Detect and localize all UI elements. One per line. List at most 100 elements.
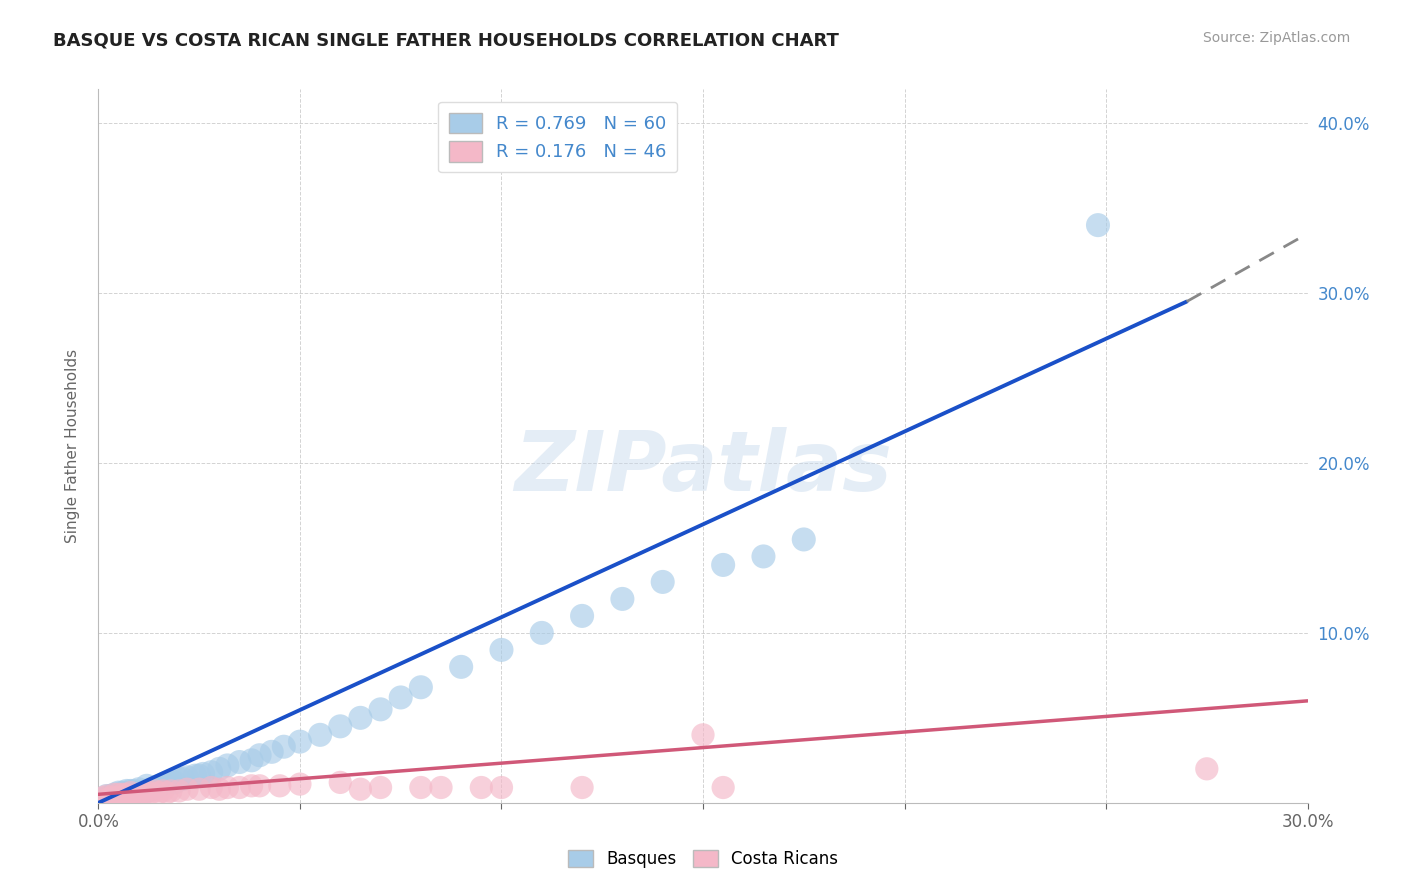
Point — [148, 779, 170, 793]
Point — [120, 789, 142, 803]
Point — [111, 789, 134, 803]
Point — [100, 792, 122, 806]
Point — [288, 734, 311, 748]
Point — [752, 549, 775, 564]
Point — [217, 758, 239, 772]
Point — [115, 790, 138, 805]
Point — [228, 780, 250, 795]
Point — [156, 775, 179, 789]
Point — [200, 780, 222, 795]
Point — [409, 680, 432, 694]
Point — [260, 745, 283, 759]
Point — [793, 533, 815, 547]
Point — [651, 574, 673, 589]
Point — [167, 772, 190, 786]
Point — [115, 787, 138, 801]
Point — [172, 772, 194, 786]
Point — [96, 792, 118, 806]
Point — [100, 790, 122, 805]
Point — [184, 769, 207, 783]
Point — [135, 786, 157, 800]
Point — [430, 780, 453, 795]
Point — [240, 779, 263, 793]
Point — [107, 786, 129, 800]
Point — [273, 739, 295, 754]
Point — [96, 790, 118, 805]
Point — [208, 762, 231, 776]
Text: Source: ZipAtlas.com: Source: ZipAtlas.com — [1202, 31, 1350, 45]
Point — [152, 784, 174, 798]
Point — [208, 782, 231, 797]
Y-axis label: Single Father Households: Single Father Households — [65, 349, 80, 543]
Point — [329, 775, 352, 789]
Point — [103, 790, 125, 805]
Point — [124, 784, 146, 798]
Point — [96, 789, 118, 803]
Point — [188, 769, 211, 783]
Point — [148, 786, 170, 800]
Point — [120, 789, 142, 803]
Point — [120, 786, 142, 800]
Point — [1087, 218, 1109, 232]
Point — [111, 786, 134, 800]
Point — [571, 780, 593, 795]
Point — [200, 765, 222, 780]
Point — [111, 790, 134, 805]
Point — [491, 780, 513, 795]
Point — [288, 777, 311, 791]
Point — [115, 784, 138, 798]
Point — [160, 773, 183, 788]
Point — [107, 790, 129, 805]
Point — [409, 780, 432, 795]
Point — [156, 786, 179, 800]
Point — [176, 770, 198, 784]
Point — [124, 789, 146, 803]
Point — [107, 790, 129, 805]
Point — [100, 789, 122, 803]
Point — [1195, 762, 1218, 776]
Point — [249, 779, 271, 793]
Point — [91, 792, 114, 806]
Point — [143, 784, 166, 798]
Point — [132, 787, 155, 801]
Point — [124, 789, 146, 803]
Point — [128, 787, 150, 801]
Point — [128, 782, 150, 797]
Point — [111, 787, 134, 801]
Point — [107, 787, 129, 801]
Point — [470, 780, 492, 795]
Point — [193, 767, 215, 781]
Point — [188, 782, 211, 797]
Point — [176, 782, 198, 797]
Point — [167, 784, 190, 798]
Point — [217, 780, 239, 795]
Point — [96, 789, 118, 803]
Point — [91, 790, 114, 805]
Point — [135, 784, 157, 798]
Point — [128, 787, 150, 801]
Point — [139, 782, 162, 797]
Legend: Basques, Costa Ricans: Basques, Costa Ricans — [561, 843, 845, 875]
Point — [163, 775, 186, 789]
Point — [349, 711, 371, 725]
Point — [160, 784, 183, 798]
Point — [329, 719, 352, 733]
Point — [143, 780, 166, 795]
Point — [692, 728, 714, 742]
Point — [711, 780, 734, 795]
Point — [240, 753, 263, 767]
Point — [228, 755, 250, 769]
Point — [370, 780, 392, 795]
Point — [103, 790, 125, 805]
Text: BASQUE VS COSTA RICAN SINGLE FATHER HOUSEHOLDS CORRELATION CHART: BASQUE VS COSTA RICAN SINGLE FATHER HOUS… — [53, 31, 839, 49]
Point — [450, 660, 472, 674]
Point — [491, 643, 513, 657]
Legend: R = 0.769   N = 60, R = 0.176   N = 46: R = 0.769 N = 60, R = 0.176 N = 46 — [439, 102, 678, 172]
Point — [571, 608, 593, 623]
Point — [612, 591, 634, 606]
Point — [139, 786, 162, 800]
Point — [135, 779, 157, 793]
Point — [269, 779, 291, 793]
Text: ZIPatlas: ZIPatlas — [515, 427, 891, 508]
Point — [309, 728, 332, 742]
